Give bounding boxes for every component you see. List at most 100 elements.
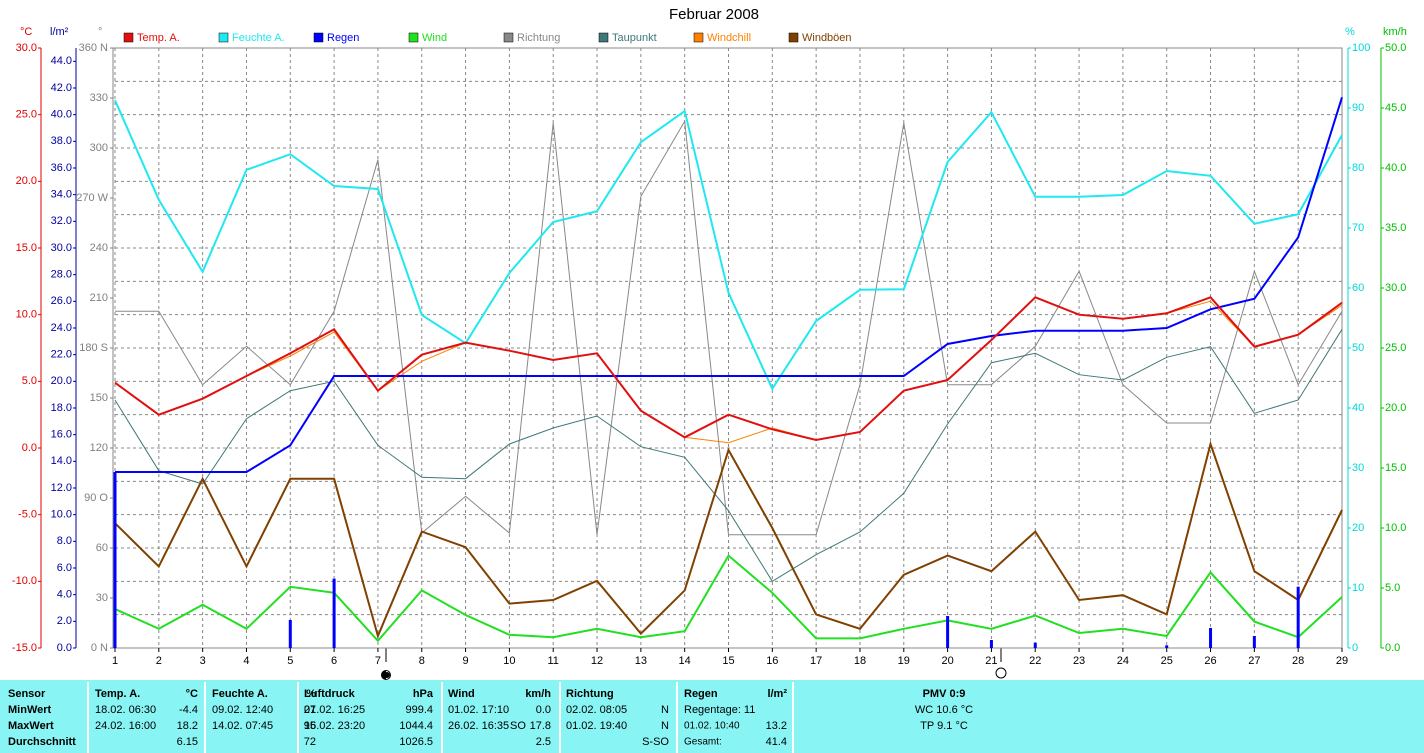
series-line	[115, 97, 1343, 473]
y-tick-label: 30	[96, 592, 108, 604]
x-tick-label: 10	[503, 655, 515, 667]
rain-bar	[989, 640, 993, 648]
axis-unit: °C	[20, 26, 32, 38]
y-tick-label: 18.0	[51, 402, 72, 414]
axis-unit: °	[98, 26, 102, 38]
y-tick-label: 10	[1352, 582, 1364, 594]
y-tick-label: 32.0	[51, 215, 72, 227]
x-tick-label: 4	[243, 655, 249, 667]
table-cell: 01.02. 19:40	[566, 720, 627, 732]
table-cell: 0.0	[536, 704, 551, 716]
y-tick-label: 45.0	[1385, 102, 1406, 114]
y-tick-label: 5.0	[22, 375, 37, 387]
table-header: Temp. A.	[95, 688, 140, 700]
y-tick-label: 26.0	[51, 295, 72, 307]
table-cell: SO	[510, 720, 526, 732]
y-tick-label: 100	[1352, 42, 1370, 54]
legend-swatch	[408, 32, 419, 43]
y-tick-label: 2.0	[57, 615, 72, 627]
rain-bar	[946, 616, 950, 648]
y-tick-label: 5.0	[1385, 582, 1400, 594]
y-tick-label: 44.0	[51, 55, 72, 67]
x-tick-label: 9	[463, 655, 469, 667]
x-tick-label: 3	[200, 655, 206, 667]
table-cell: 6.15	[177, 736, 198, 748]
y-tick-label: 210	[90, 292, 108, 304]
y-tick-label: 0.0	[57, 642, 72, 654]
table-cell: N	[661, 720, 669, 732]
legend-label: Regen	[327, 32, 359, 44]
table-header: PMV 0:9	[923, 688, 966, 700]
y-tick-label: 38.0	[51, 135, 72, 147]
rain-bar	[1209, 628, 1213, 648]
x-tick-label: 17	[810, 655, 822, 667]
y-tick-label: 30.0	[51, 242, 72, 254]
rain-bar	[1252, 636, 1256, 648]
table-cell: N	[661, 704, 669, 716]
legend-swatch	[218, 32, 229, 43]
table-header: Feuchte A.	[212, 688, 268, 700]
legend-label: Taupunkt	[612, 32, 657, 44]
series-line	[114, 329, 1343, 582]
x-tick-label: 8	[419, 655, 425, 667]
y-tick-label: 70	[1352, 222, 1364, 234]
table-header: Wind	[448, 688, 475, 700]
y-tick-label: 34.0	[51, 189, 72, 201]
table-cell: TP 9.1 °C	[920, 720, 968, 732]
x-tick-label: 20	[941, 655, 953, 667]
y-tick-label: 180 S	[79, 342, 108, 354]
table-cell: 26.02. 16:35	[448, 720, 509, 732]
table-cell: 16.02. 23:20	[304, 720, 365, 732]
table-header: Sensor	[8, 688, 46, 700]
axis-unit: l/m²	[50, 26, 69, 38]
table-header: %	[306, 688, 316, 700]
x-tick-label: 16	[766, 655, 778, 667]
y-tick-label: 30.0	[1385, 282, 1406, 294]
y-tick-label: 30.0	[16, 42, 37, 54]
y-tick-label: 6.0	[57, 562, 72, 574]
table-cell: 1044.4	[399, 720, 433, 732]
x-tick-label: 27	[1248, 655, 1260, 667]
legend-label: Windböen	[802, 32, 852, 44]
y-tick-label: 24.0	[51, 322, 72, 334]
chart-title: Februar 2008	[669, 6, 759, 23]
y-tick-label: 270 W	[76, 192, 108, 204]
y-tick-label: 0.0	[1385, 642, 1400, 654]
table-cell: 02.02. 08:05	[566, 704, 627, 716]
y-tick-label: 14.0	[51, 455, 72, 467]
series-line	[114, 296, 1343, 442]
y-tick-label: 90 O	[84, 492, 108, 504]
series-line	[114, 440, 1343, 640]
table-cell: 1026.5	[399, 736, 433, 748]
series-line	[114, 554, 1343, 643]
table-cell: -4.4	[179, 704, 198, 716]
table-cell: 95	[304, 720, 316, 732]
table-header: km/h	[525, 688, 551, 700]
y-tick-label: 20.0	[16, 175, 37, 187]
x-tick-label: 26	[1204, 655, 1216, 667]
y-tick-label: 10.0	[51, 509, 72, 521]
y-tick-label: 50	[1352, 342, 1364, 354]
table-cell: 09.02. 12:40	[212, 704, 273, 716]
legend-label: Richtung	[517, 32, 560, 44]
table-cell: Regentage: 11	[684, 704, 755, 716]
y-tick-label: 240	[90, 242, 108, 254]
rain-bar	[332, 578, 336, 648]
table-cell: 13.2	[766, 720, 787, 732]
y-tick-label: 0 N	[91, 642, 108, 654]
x-tick-label: 11	[548, 655, 559, 667]
y-tick-label: 35.0	[1385, 222, 1406, 234]
y-tick-label: 28.0	[51, 269, 72, 281]
table-header: Regen	[684, 688, 718, 700]
y-tick-label: 20	[1352, 522, 1364, 534]
table-cell: 01.02. 10:40	[684, 721, 740, 732]
table-dividers	[87, 682, 794, 753]
legend-swatch	[788, 32, 799, 43]
table-cell: 72	[304, 736, 316, 748]
y-tick-label: 25.0	[1385, 342, 1406, 354]
legend-swatch	[598, 32, 609, 43]
x-tick-label: 23	[1073, 655, 1085, 667]
y-tick-label: 300	[90, 142, 108, 154]
x-tick-label: 15	[722, 655, 734, 667]
